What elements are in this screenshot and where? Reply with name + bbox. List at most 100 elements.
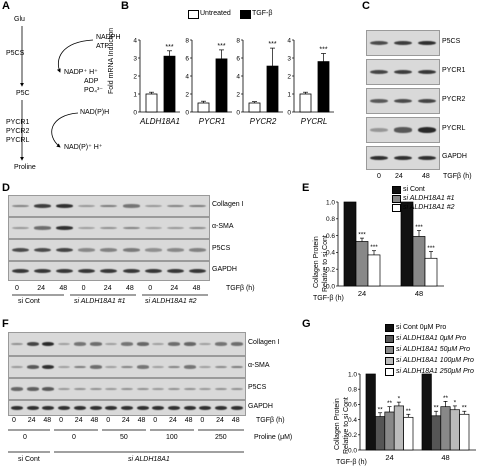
panel-f-proline-value: 0 [72, 434, 76, 441]
panel-f-proline-label: Proline (μM) [254, 434, 293, 441]
blot-band [33, 247, 51, 253]
legend-label-untreated: Untreated [200, 10, 231, 17]
panel-g-bar [365, 373, 376, 451]
blot-band [215, 365, 228, 369]
panel-b-ytick-label: 1 [133, 91, 137, 98]
panel-f-time-label: 48 [231, 417, 240, 424]
blot-strip [366, 59, 440, 85]
cofactor-nadp: NADP⁺ H⁺ [64, 69, 98, 76]
blot-band [144, 204, 162, 208]
blot-band [199, 342, 212, 346]
panel-f-time-label: 0 [59, 417, 63, 424]
blot-band [58, 406, 71, 410]
blot-band [183, 342, 196, 346]
enzyme-p5cs: P5CS [6, 50, 25, 57]
panel-f-group-si: si ALDH18A1 [128, 456, 170, 463]
cofactor-nadph: NADPH [96, 34, 121, 41]
panel-b-ytick-label: 8 [185, 37, 189, 44]
panel-g-ytick-label: 0.6 [348, 402, 357, 409]
panel-g-significance: ** [378, 406, 384, 413]
panel-g-ytick-label: 0.0 [348, 447, 357, 454]
panel-g-bar [384, 411, 395, 451]
blot-label: α-SMA [248, 362, 270, 369]
blot-band [33, 226, 51, 230]
blot-strip [8, 195, 210, 217]
panel-b-ytick-label: 2 [185, 91, 189, 98]
panel-b-gene-label: PYCR2 [250, 117, 277, 126]
blot-label: PYCR2 [442, 96, 466, 103]
panel-d-group-si1: si ALDH18A1 #1 [74, 298, 126, 305]
blot-band [418, 40, 436, 46]
panel-d-group-sicont: si Cont [18, 298, 40, 305]
blot-strip [366, 146, 440, 170]
panel-e-ytick-label: 0.0 [326, 283, 335, 290]
blot-band [166, 204, 184, 208]
panel-g-bar [421, 373, 432, 451]
blot-band [394, 69, 412, 75]
panel-letter-d: D [2, 182, 10, 194]
panel-g-significance: ** [387, 400, 393, 407]
blot-band [183, 365, 196, 369]
panel-e-significance: *** [358, 232, 366, 239]
blot-band [152, 406, 165, 410]
panel-b-ytick-label: 4 [236, 73, 240, 80]
panel-f-xlabel: TGFβ (h) [256, 417, 285, 424]
panel-f-proline-value: 250 [215, 434, 227, 441]
blot-band [189, 204, 207, 208]
blot-band [11, 387, 23, 391]
panel-c-xlabel: TGFβ (h) [443, 173, 472, 180]
panel-g-bar [403, 416, 414, 451]
panel-d-xlabel: TGFβ (h) [226, 285, 255, 292]
metabolite-glu: Glu [14, 16, 25, 23]
panel-f-time-label: 24 [121, 417, 130, 424]
blot-band [58, 342, 71, 346]
panel-g-xlabel: TGF-β (h) [336, 459, 367, 466]
panel-d-time-label: 24 [170, 285, 179, 292]
blot-band [100, 204, 118, 208]
blot-band [105, 406, 118, 410]
blot-band [394, 127, 412, 133]
panel-b-significance: *** [217, 43, 225, 50]
blot-band [183, 387, 196, 391]
blot-band [418, 127, 436, 133]
panel-b-ytick-label: 6 [236, 55, 240, 62]
blot-label: P5CS [248, 384, 267, 391]
cofactor-adp: ADP [84, 78, 99, 85]
panel-e-ytick-label: 0.4 [326, 250, 335, 257]
blot-band [183, 406, 196, 410]
panel-e-significance: *** [415, 224, 423, 231]
blot-strip [8, 332, 246, 356]
panel-b-ytick-label: 4 [133, 37, 137, 44]
panel-f-time-label: 0 [106, 417, 111, 424]
panel-e-ytick-label: 1.0 [326, 199, 335, 206]
panel-b-significance: *** [268, 41, 276, 48]
blot-band [215, 342, 228, 346]
blot-band [418, 98, 436, 104]
blot-band [122, 268, 140, 274]
blot-band [11, 365, 23, 369]
blot-band [122, 204, 140, 208]
blot-band [168, 387, 180, 391]
blot-band [230, 387, 243, 391]
blot-strip [8, 400, 246, 416]
panel-b-ytick-label: 0 [185, 109, 189, 116]
panel-b-ytick-label: 1 [287, 91, 291, 98]
blot-band [199, 387, 212, 391]
legend-swatch-tgfb [240, 10, 251, 19]
panel-e-ytick-label: 0.6 [326, 233, 335, 240]
metabolite-p5c: P5C [16, 90, 30, 97]
blot-band [144, 226, 162, 230]
blot-band [11, 342, 23, 346]
panel-e-ytick-label: 0.2 [326, 267, 335, 274]
panel-f-time-label: 24 [169, 417, 177, 424]
panel-e-category-label: 48 [415, 289, 423, 298]
blot-band [418, 69, 436, 75]
panel-g-legend-swatch [385, 335, 394, 343]
panel-b-ytick-label: 2 [287, 73, 291, 80]
panel-f-proline-value: 100 [166, 434, 178, 441]
blot-band [89, 342, 102, 346]
panel-e-legend-swatch [392, 186, 401, 194]
panel-c-time-0: 0 [377, 173, 381, 180]
panel-letter-a: A [2, 0, 10, 12]
